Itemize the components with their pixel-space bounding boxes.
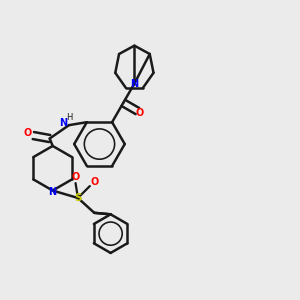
Text: O: O — [136, 108, 144, 118]
Text: S: S — [74, 193, 82, 203]
Text: N: N — [130, 79, 139, 88]
Text: H: H — [66, 113, 72, 122]
Text: O: O — [71, 172, 80, 182]
Text: O: O — [24, 128, 32, 138]
Text: O: O — [90, 177, 98, 187]
Text: N: N — [60, 118, 68, 128]
Text: N: N — [49, 187, 57, 197]
